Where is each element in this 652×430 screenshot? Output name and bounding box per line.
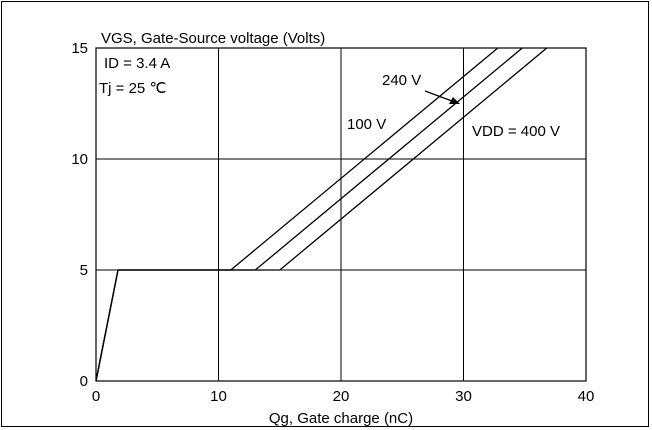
y-tick-label: 0 [80,373,88,390]
x-tick-label: 40 [578,388,595,405]
x-tick-label: 30 [455,388,472,405]
condition-id: ID = 3.4 A [104,55,170,72]
label-arrow-shaft [424,90,453,102]
condition-tj: Tj = 25 ℃ [99,80,166,97]
series-label-400v: VDD = 400 V [472,123,560,140]
x-tick-label: 10 [210,388,227,405]
series-line-2 [95,47,548,382]
x-axis-label: Qg, Gate charge (nC) [269,410,413,427]
x-tick-label: 20 [333,388,350,405]
y-tick-label: 15 [71,40,88,57]
series-line-1 [95,47,523,382]
label-arrow [424,90,460,104]
grid-lines [96,48,586,381]
plot-area [95,47,587,382]
series-lines [95,47,548,382]
label-arrow-head [449,97,460,104]
y-tick-label: 5 [80,262,88,279]
x-tick-label: 0 [92,388,100,405]
series-label-240v: 240 V [382,72,421,89]
y-tick-label: 10 [71,151,88,168]
series-label-100v: 100 V [347,116,386,133]
series-line-0 [95,47,499,382]
y-axis-label: VGS, Gate-Source voltage (Volts) [101,30,325,47]
tick-labels: 0 10 20 30 40 0 5 10 15 [71,40,594,405]
